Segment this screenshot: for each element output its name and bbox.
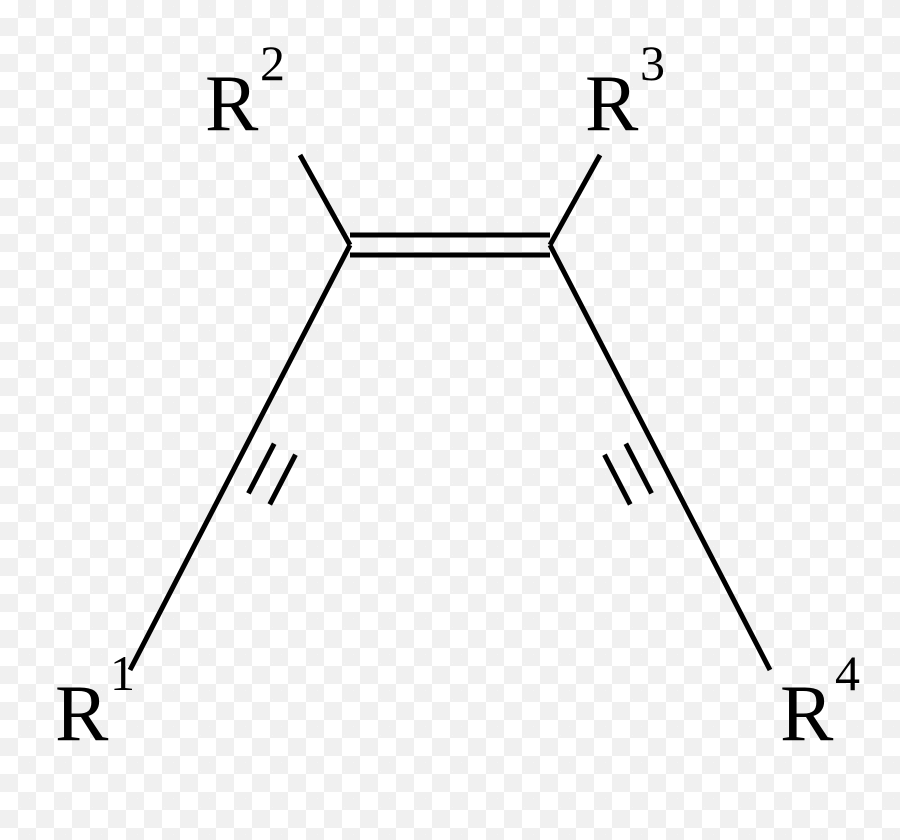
label-r3: R3 (585, 35, 665, 148)
label-r1-super: 1 (110, 645, 135, 701)
triple-right-tick-2 (605, 455, 631, 505)
bond-to-r2 (300, 155, 350, 245)
triple-left-tick-1 (248, 444, 274, 494)
label-r2-super: 2 (260, 35, 285, 91)
label-r3-base: R (585, 60, 639, 148)
bond-to-r3 (550, 155, 600, 245)
label-layer: R1R2R3R4 (55, 35, 860, 758)
label-r2: R2 (205, 35, 285, 148)
label-r2-base: R (205, 60, 259, 148)
label-r4-super: 4 (835, 645, 860, 701)
bond-to-r1 (130, 245, 350, 670)
bond-to-r4 (550, 245, 770, 670)
label-r1: R1 (55, 645, 135, 758)
triple-right-tick-1 (626, 444, 652, 494)
triple-left-tick-2 (270, 455, 296, 505)
molecule-diagram: R1R2R3R4 (0, 0, 900, 840)
label-r4-base: R (780, 670, 834, 758)
bond-layer (130, 155, 770, 670)
label-r4: R4 (780, 645, 860, 758)
label-r3-super: 3 (640, 35, 665, 91)
label-r1-base: R (55, 670, 109, 758)
